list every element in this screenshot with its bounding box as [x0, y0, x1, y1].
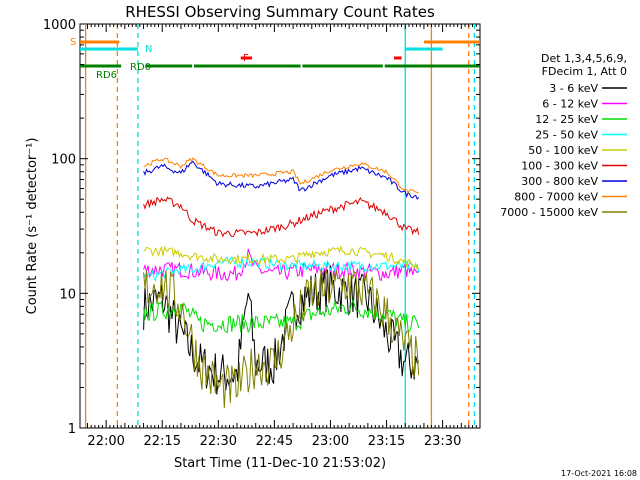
y-axis-label: Count Rate (s⁻¹ detector⁻¹): [25, 138, 40, 315]
flag-label: RD6: [96, 70, 117, 81]
series-line: [143, 157, 419, 194]
series-line: [143, 244, 420, 270]
flag-label: S: [70, 37, 76, 48]
y-axis: 1 10 100 1000: [43, 18, 480, 437]
legend-label: 3 - 6 keV: [549, 82, 598, 95]
legend-label: 12 - 25 keV: [535, 113, 598, 126]
flag-label: RD0: [130, 62, 151, 73]
y-tick-label: 1: [68, 422, 76, 437]
legend: Det 1,3,4,5,6,9,FDecim 1, Att 0 3 - 6 keV…: [500, 52, 627, 219]
legend-header: FDecim 1, Att 0: [542, 65, 627, 78]
series-line: [143, 160, 420, 200]
timestamp: 17-Oct-2021 16:08: [561, 469, 637, 478]
event-markers: [84, 24, 476, 428]
flag-label: N: [145, 44, 152, 55]
x-tick-label: 22:30: [200, 434, 237, 449]
chart-title: RHESSI Observing Summary Count Rates: [125, 3, 435, 21]
x-axis-label: Start Time (11-Dec-10 21:53:02): [174, 456, 386, 471]
x-tick-label: 22:45: [256, 434, 293, 449]
x-tick-label: 22:00: [87, 434, 124, 449]
legend-label: 7000 - 15000 keV: [500, 206, 598, 219]
legend-label: 800 - 7000 keV: [514, 191, 598, 204]
status-flags: S N F RD6 RD0: [70, 37, 480, 81]
y-tick-label: 100: [51, 153, 76, 168]
series-lines: [143, 157, 420, 409]
series-line: [143, 298, 420, 334]
series-line: [143, 256, 420, 282]
x-tick-label: 23:00: [312, 434, 349, 449]
legend-label: 100 - 300 keV: [521, 160, 598, 173]
y-tick-label: 1000: [43, 18, 76, 33]
legend-label: 50 - 100 keV: [528, 144, 598, 157]
x-axis: 22:00 22:15 22:30 22:45 23:00 23:15 23:30: [86, 24, 481, 449]
x-tick-label: 23:15: [368, 434, 405, 449]
x-tick-label: 23:30: [424, 434, 461, 449]
x-tick-label: 22:15: [144, 434, 181, 449]
plot-frame: [79, 23, 481, 429]
legend-label: 300 - 800 keV: [521, 175, 598, 188]
flag-label: F: [243, 53, 249, 64]
legend-header: Det 1,3,4,5,6,9,: [541, 52, 627, 65]
series-line: [143, 196, 420, 238]
series-line: [143, 267, 420, 409]
legend-label: 6 - 12 keV: [542, 98, 598, 111]
y-tick-label: 10: [59, 287, 76, 302]
legend-label: 25 - 50 keV: [535, 129, 598, 142]
